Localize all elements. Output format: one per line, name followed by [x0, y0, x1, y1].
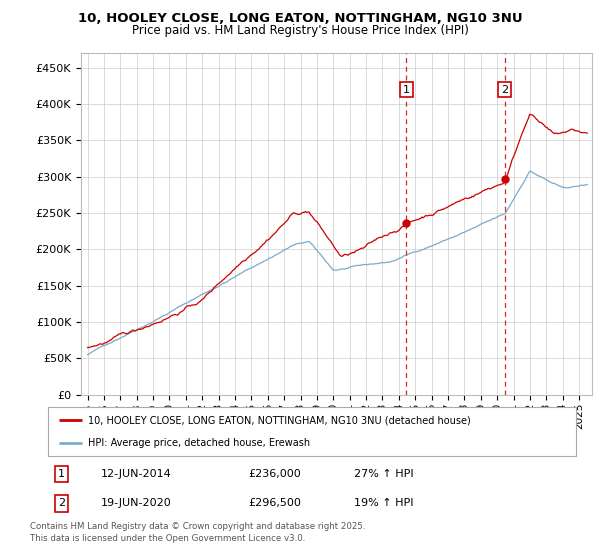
Text: 10, HOOLEY CLOSE, LONG EATON, NOTTINGHAM, NG10 3NU: 10, HOOLEY CLOSE, LONG EATON, NOTTINGHAM… [77, 12, 523, 25]
Text: £296,500: £296,500 [248, 498, 302, 508]
Text: 10, HOOLEY CLOSE, LONG EATON, NOTTINGHAM, NG10 3NU (detached house): 10, HOOLEY CLOSE, LONG EATON, NOTTINGHAM… [88, 416, 470, 426]
Text: Price paid vs. HM Land Registry's House Price Index (HPI): Price paid vs. HM Land Registry's House … [131, 24, 469, 36]
Text: 27% ↑ HPI: 27% ↑ HPI [354, 469, 414, 479]
Text: 1: 1 [58, 469, 65, 479]
Text: £236,000: £236,000 [248, 469, 301, 479]
Text: 1: 1 [403, 85, 410, 95]
Text: 19% ↑ HPI: 19% ↑ HPI [354, 498, 414, 508]
Text: HPI: Average price, detached house, Erewash: HPI: Average price, detached house, Erew… [88, 438, 310, 448]
Text: 12-JUN-2014: 12-JUN-2014 [101, 469, 172, 479]
Text: 19-JUN-2020: 19-JUN-2020 [101, 498, 172, 508]
Text: 2: 2 [501, 85, 508, 95]
Text: 2: 2 [58, 498, 65, 508]
Text: Contains HM Land Registry data © Crown copyright and database right 2025.
This d: Contains HM Land Registry data © Crown c… [30, 522, 365, 543]
